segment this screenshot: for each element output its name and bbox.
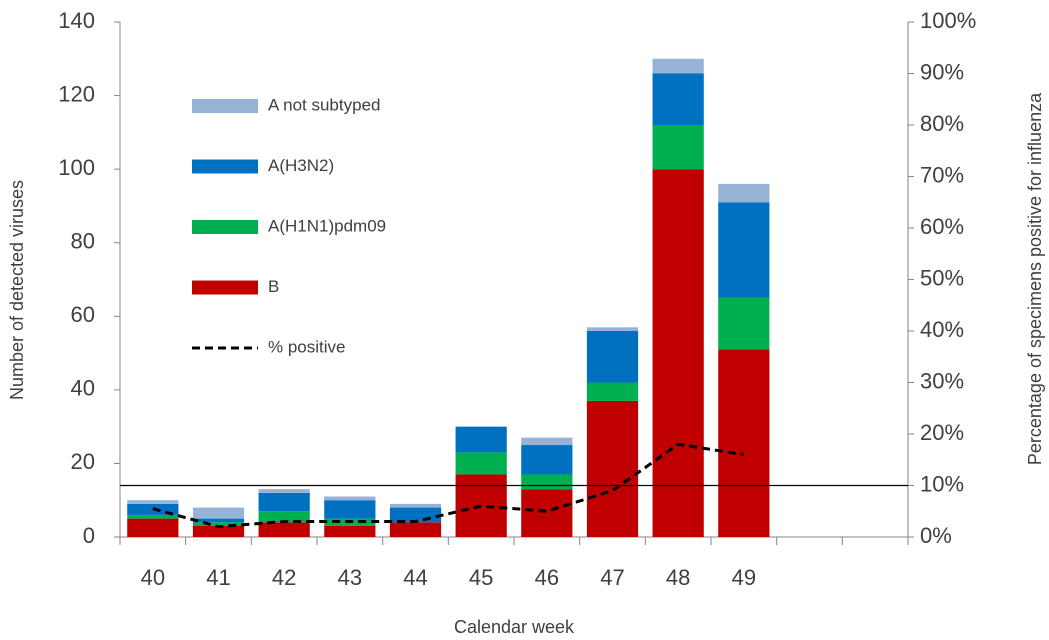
line-series	[152, 442, 745, 529]
bar-segment	[455, 426, 507, 453]
bar-segment	[521, 445, 573, 475]
bar-segment	[718, 349, 770, 537]
legend-label: A(H1N1)pdm09	[268, 216, 386, 235]
y-tick-label: 60	[71, 302, 95, 327]
y-tick-label: 120	[58, 81, 95, 106]
x-tick-label: 40	[141, 565, 165, 590]
x-tick-label: 42	[272, 565, 296, 590]
y-tick-label: 80	[71, 229, 95, 254]
y2-axis-label: Percentage of specimens positive for inf…	[1025, 92, 1045, 465]
legend-swatch	[192, 280, 258, 295]
legend-swatch	[192, 220, 258, 234]
bar-segment	[192, 525, 245, 537]
y-tick-label: 100	[58, 155, 95, 180]
bar-segment	[521, 489, 573, 537]
bar-segment	[192, 522, 245, 526]
bar-segment	[258, 511, 310, 523]
x-tick-label: 49	[732, 565, 756, 590]
y-tick-label: 20	[71, 449, 95, 474]
bar-segment	[718, 202, 770, 298]
bar-segment	[652, 125, 704, 170]
y2-tick-label: 0%	[920, 523, 952, 548]
legend-label: % positive	[268, 337, 345, 356]
bar-segment	[192, 518, 245, 523]
x-tick-label: 43	[338, 565, 362, 590]
y2-tick-label: 70%	[920, 162, 964, 187]
bar-segment	[586, 327, 639, 331]
bar-segment	[718, 297, 770, 350]
bar-segment	[586, 382, 639, 401]
bar-segment	[324, 500, 376, 519]
legend-label: A(H3N2)	[268, 156, 334, 175]
bar-segment	[652, 73, 704, 125]
x-tick-label: 45	[469, 565, 493, 590]
bar-segment	[389, 522, 442, 537]
x-tick-label: 44	[403, 565, 427, 590]
bar-segment	[652, 58, 704, 74]
bar-segment	[389, 503, 442, 508]
y-tick-label: 140	[58, 8, 95, 33]
legend-label: A not subtyped	[268, 95, 380, 114]
bar-segment	[258, 492, 310, 512]
y-axis-label: Number of detected viruses	[7, 180, 27, 400]
bar-segment	[455, 452, 507, 475]
x-tick-label: 46	[535, 565, 559, 590]
x-axis-label: Calendar week	[454, 617, 575, 637]
y-tick-label: 40	[71, 376, 95, 401]
y-tick-label: 0	[83, 523, 95, 548]
x-tick-label: 48	[666, 565, 690, 590]
bar-segment	[258, 489, 310, 493]
bar-segment	[586, 400, 639, 537]
bar-segment	[718, 183, 770, 203]
bar-segment	[324, 525, 376, 537]
y2-tick-label: 100%	[920, 8, 976, 33]
bar-segment	[324, 496, 376, 501]
x-tick-label: 41	[206, 565, 230, 590]
bar-segment	[127, 500, 179, 504]
bar-segment	[652, 169, 704, 537]
bar-segment	[127, 514, 179, 519]
legend-label: B	[268, 277, 279, 296]
bar-segment	[127, 518, 179, 537]
y2-tick-label: 90%	[920, 59, 964, 84]
legend-swatch	[192, 159, 258, 174]
legend-swatch	[192, 99, 258, 113]
bar-segment	[521, 437, 573, 446]
y2-tick-label: 40%	[920, 317, 964, 342]
x-tick-label: 47	[600, 565, 624, 590]
y2-tick-label: 10%	[920, 471, 964, 496]
y2-tick-label: 20%	[920, 420, 964, 445]
bar-segment	[586, 331, 639, 383]
y2-tick-label: 30%	[920, 368, 964, 393]
bar-segment	[521, 474, 573, 490]
y2-tick-label: 80%	[920, 111, 964, 136]
y2-tick-label: 50%	[920, 265, 964, 290]
y2-tick-label: 60%	[920, 214, 964, 239]
bar-segment	[192, 507, 245, 519]
bar-segment	[258, 522, 310, 537]
